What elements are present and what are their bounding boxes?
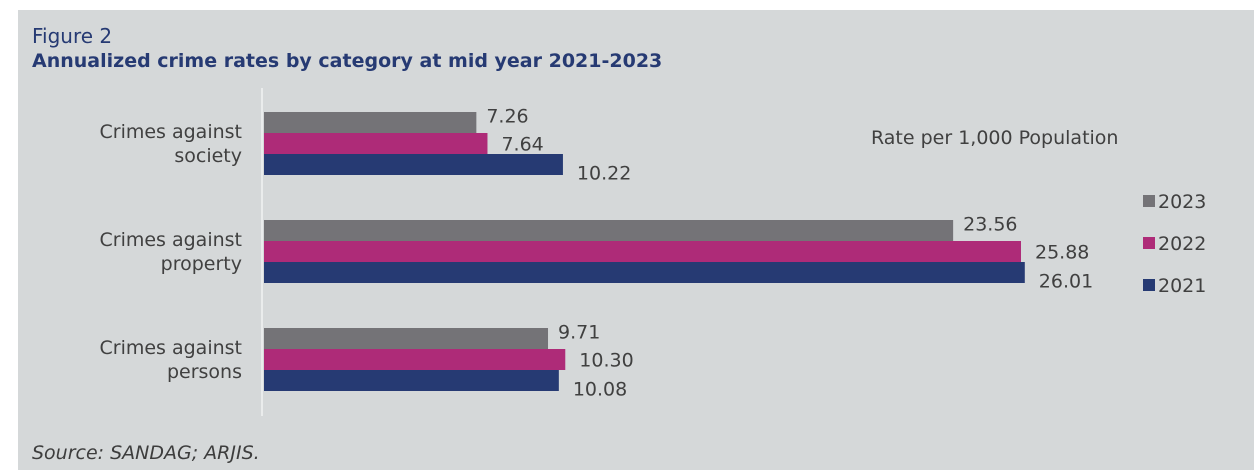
bar-2023 [264, 328, 549, 349]
data-label: 9.71 [558, 322, 600, 344]
data-label: 10.30 [579, 350, 633, 372]
data-label: 26.01 [1039, 271, 1093, 293]
bar-2022 [264, 133, 488, 154]
bar-2021 [264, 370, 559, 391]
legend-label: 2022 [1158, 233, 1206, 255]
category-label: Crimes against persons [99, 337, 242, 383]
bar-2022 [264, 349, 566, 370]
source-note: Source: SANDAG; ARJIS. [32, 442, 260, 464]
data-label: 23.56 [963, 214, 1017, 236]
data-label: 10.22 [577, 163, 631, 185]
bar-chart: Crimes against society 7.26 7.64 10.22 Crimes… [99, 88, 1206, 416]
category-label: Crimes against society [99, 121, 242, 167]
legend-swatch-2023 [1143, 195, 1155, 207]
figure-panel: Figure 2 Annualized crime rates by categ… [18, 10, 1254, 470]
data-label: 10.08 [573, 379, 627, 401]
legend-swatch-2021 [1143, 279, 1155, 291]
bar-2023 [264, 112, 477, 133]
bar-2023 [264, 220, 954, 241]
category-label: Crimes against property [99, 229, 242, 275]
chart-title: Annualized crime rates by category at mi… [32, 50, 663, 72]
data-label: 7.26 [486, 106, 528, 128]
data-label: 7.64 [501, 134, 543, 156]
figure-label: Figure 2 [32, 24, 113, 48]
data-label: 25.88 [1035, 242, 1089, 264]
axis-annotation: Rate per 1,000 Population [871, 127, 1118, 149]
bar-2021 [264, 262, 1025, 283]
legend-label: 2023 [1158, 191, 1206, 213]
legend-label: 2021 [1158, 275, 1206, 297]
bar-2021 [264, 154, 563, 175]
bar-2022 [264, 241, 1021, 262]
legend-swatch-2022 [1143, 237, 1155, 249]
